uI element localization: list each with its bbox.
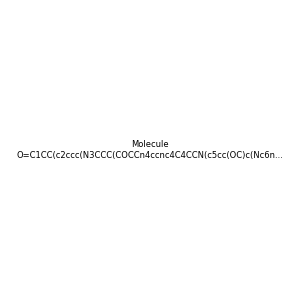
Text: Molecule
O=C1CC(c2ccc(N3CCC(COCCn4ccnc4C4CCN(c5cc(OC)c(Nc6n...: Molecule O=C1CC(c2ccc(N3CCC(COCCn4ccnc4C… bbox=[16, 140, 283, 160]
